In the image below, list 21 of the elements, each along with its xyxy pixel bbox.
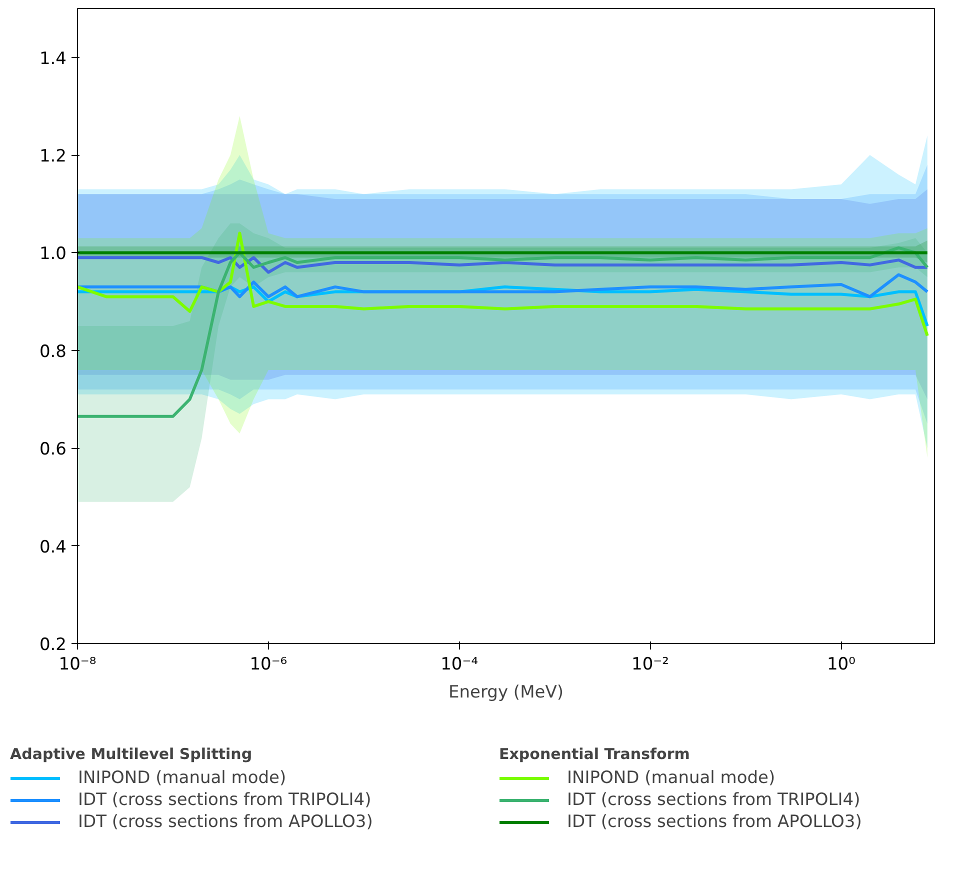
- y-tick-label: 0.6: [39, 440, 67, 460]
- x-tick-label: 10⁻⁶: [250, 654, 288, 674]
- y-tick-label: 1.2: [39, 146, 67, 167]
- legend-label: IDT (cross sections from APOLLO3): [78, 812, 373, 832]
- legend-label: INIPOND (manual mode): [567, 768, 776, 788]
- y-tick-label: 0.4: [39, 537, 67, 558]
- y-tick-label: 0.2: [39, 635, 67, 655]
- legend-label: INIPOND (manual mode): [78, 768, 286, 788]
- legend-label: IDT (cross sections from TRIPOLI4): [567, 790, 860, 810]
- legend-label: IDT (cross sections from APOLLO3): [567, 812, 862, 832]
- y-tick-label: 1.0: [39, 244, 67, 264]
- text: Exponential Transform: [499, 745, 691, 763]
- x-tick-label: 10⁻⁸: [58, 654, 96, 674]
- y-tick-label: 1.4: [39, 48, 67, 69]
- x-tick-label: 10⁰: [826, 654, 856, 674]
- x-tick-label: 10⁻²: [632, 654, 669, 674]
- x-axis-title: Energy (MeV): [448, 682, 564, 702]
- x-tick-label: 10⁻⁴: [440, 654, 478, 674]
- legend-label: IDT (cross sections from TRIPOLI4): [78, 790, 372, 810]
- y-tick-label: 0.8: [39, 342, 67, 362]
- text: Adaptive Multilevel Splitting: [10, 745, 254, 763]
